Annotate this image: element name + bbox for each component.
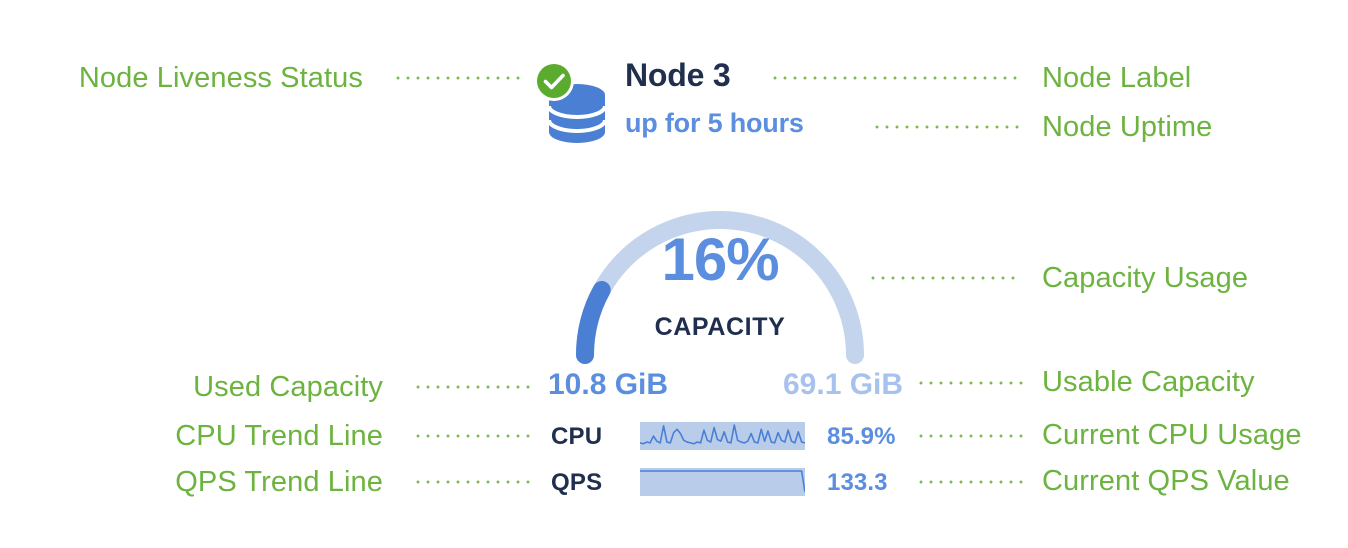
green-check-badge-icon xyxy=(534,61,574,101)
leader-qps-trend-line xyxy=(413,480,531,484)
node-status-database-icon xyxy=(530,60,612,148)
leader-used-capacity xyxy=(413,385,531,389)
annotation-current-qps-value: Current QPS Value xyxy=(1042,465,1290,497)
leader-current-cpu-usage xyxy=(916,434,1024,438)
qps-sparkline xyxy=(640,468,806,496)
leader-usable-capacity xyxy=(916,381,1024,385)
leader-current-qps-value xyxy=(916,480,1024,484)
leader-cpu-trend-line xyxy=(413,434,531,438)
qps-label: QPS xyxy=(551,469,603,496)
capacity-caption: CAPACITY xyxy=(654,313,786,341)
qps-value: 133.3 xyxy=(827,469,888,496)
cpu-value: 85.9% xyxy=(827,423,896,450)
leader-node-label xyxy=(770,76,1020,80)
leader-node-liveness-status xyxy=(393,76,526,80)
annotation-usable-capacity: Usable Capacity xyxy=(1042,366,1255,398)
annotation-qps-trend-line: QPS Trend Line xyxy=(175,466,383,498)
database-cylinder-icon xyxy=(547,84,607,143)
annotation-node-uptime: Node Uptime xyxy=(1042,111,1213,143)
annotation-node-liveness-status: Node Liveness Status xyxy=(78,62,363,94)
usable-capacity-value: 69.1 GiB xyxy=(783,368,904,401)
annotation-current-cpu-usage: Current CPU Usage xyxy=(1042,419,1302,451)
capacity-gauge xyxy=(565,165,875,370)
annotation-capacity-usage: Capacity Usage xyxy=(1042,262,1249,294)
leader-node-uptime xyxy=(872,125,1020,129)
used-capacity-value: 10.8 GiB xyxy=(548,368,669,401)
cpu-sparkline xyxy=(639,422,806,450)
capacity-percent-text: 16% xyxy=(661,226,779,293)
node-uptime-text: up for 5 hours xyxy=(625,108,804,138)
leader-capacity-usage xyxy=(868,276,1020,280)
cpu-label: CPU xyxy=(551,423,603,450)
annotation-node-label: Node Label xyxy=(1042,62,1192,94)
annotation-cpu-trend-line: CPU Trend Line xyxy=(175,420,383,452)
annotation-used-capacity: Used Capacity xyxy=(193,371,383,403)
gauge-fill-arc xyxy=(576,211,864,364)
node-label-text: Node 3 xyxy=(625,57,731,93)
